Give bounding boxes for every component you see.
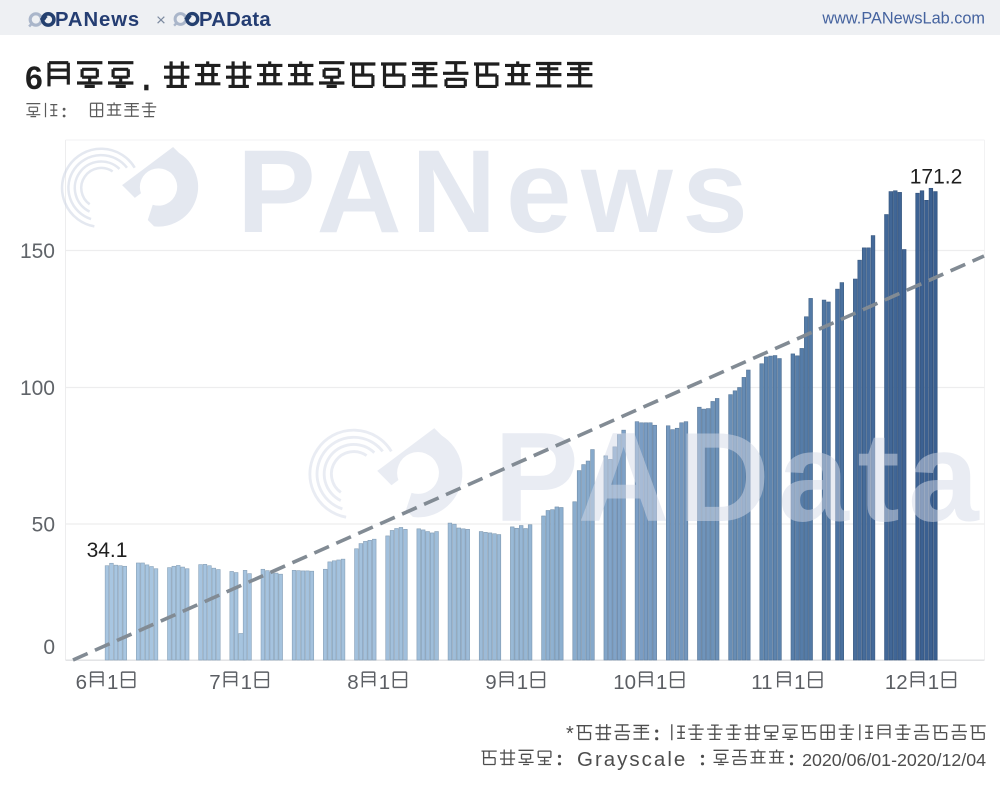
svg-text:12: 12 xyxy=(885,671,908,694)
svg-text:6: 6 xyxy=(76,671,87,694)
svg-text:34.1: 34.1 xyxy=(87,539,128,562)
svg-text:150: 150 xyxy=(20,240,55,263)
svg-text:11: 11 xyxy=(751,671,772,694)
svg-text:×: × xyxy=(156,11,166,30)
svg-text:1: 1 xyxy=(379,671,390,694)
svg-text:PANews: PANews xyxy=(237,126,757,258)
svg-text:PANews: PANews xyxy=(55,9,140,31)
svg-text:9: 9 xyxy=(485,671,496,694)
svg-text:1: 1 xyxy=(656,671,667,694)
svg-text:0: 0 xyxy=(43,636,55,659)
svg-text:1: 1 xyxy=(928,671,939,694)
svg-text:7: 7 xyxy=(209,671,220,694)
svg-text:6: 6 xyxy=(25,60,43,96)
svg-text:Grayscale: Grayscale xyxy=(577,748,687,771)
svg-text:1: 1 xyxy=(517,671,528,694)
svg-text:1: 1 xyxy=(107,671,118,694)
svg-text:100: 100 xyxy=(20,377,55,400)
svg-text:*: * xyxy=(566,723,574,745)
svg-text:1: 1 xyxy=(241,671,252,694)
svg-text:10: 10 xyxy=(613,671,636,694)
svg-text:PAData: PAData xyxy=(494,406,987,548)
svg-text:PAData: PAData xyxy=(199,9,271,31)
svg-text:8: 8 xyxy=(347,671,358,694)
svg-text:50: 50 xyxy=(32,514,55,537)
svg-text:2020/06/01-2020/12/04: 2020/06/01-2020/12/04 xyxy=(802,750,986,770)
svg-text:www.PANewsLab.com: www.PANewsLab.com xyxy=(821,10,985,28)
svg-text:171.2: 171.2 xyxy=(910,166,963,189)
svg-text:1: 1 xyxy=(794,671,805,694)
